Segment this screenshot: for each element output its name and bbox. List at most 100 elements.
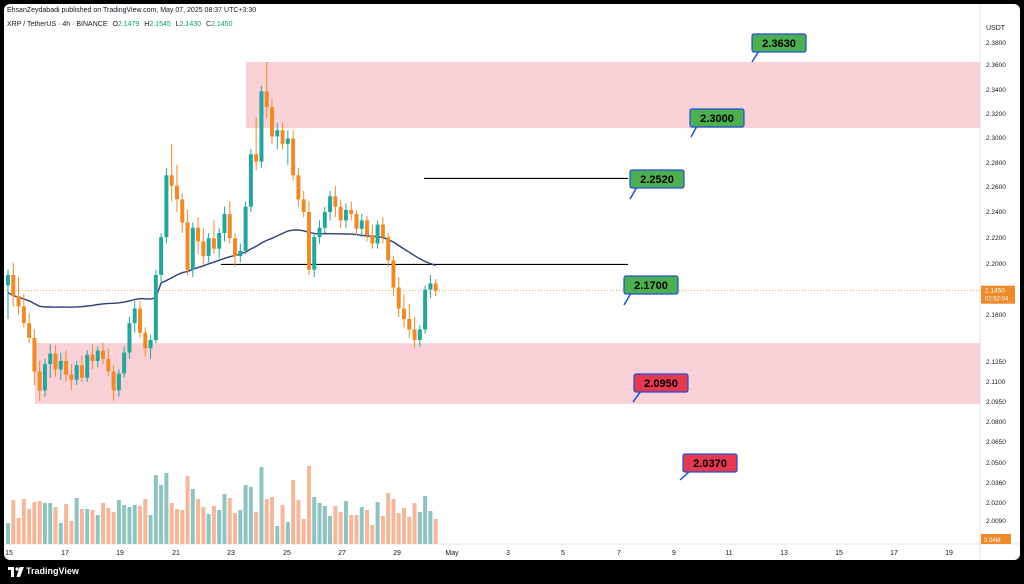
candle-body — [280, 130, 285, 144]
footer-brand[interactable]: TradingView — [26, 566, 79, 576]
y-tick-label: 2.3800 — [986, 40, 1006, 47]
candle-body — [64, 360, 69, 375]
candle-body — [201, 241, 206, 257]
candle-body — [69, 374, 74, 380]
volume-axis-tag — [981, 534, 1011, 544]
y-tick-label: 2.3000 — [986, 135, 1006, 142]
y-tick-label: 2.0800 — [986, 419, 1006, 426]
candle-body — [391, 260, 396, 288]
volume-bar — [227, 498, 232, 544]
volume-bar — [101, 503, 106, 544]
volume-bar — [349, 515, 354, 544]
volume-bar — [359, 507, 364, 544]
volume-bar — [380, 516, 385, 544]
volume-bar — [343, 501, 348, 544]
candle-body — [270, 107, 274, 137]
volume-bar — [333, 506, 338, 544]
level-pointer-2.1700 — [623, 292, 632, 306]
candle-body — [264, 91, 269, 108]
candle-body — [101, 350, 106, 359]
volume-bar — [417, 512, 422, 544]
symbol-legend: XRP / TetherUS · 4h · BINANCE O2.1479 H2… — [7, 21, 232, 28]
candle-body — [159, 237, 164, 275]
volume-bar — [217, 510, 222, 544]
candle-body — [275, 130, 280, 137]
candle-body — [95, 350, 100, 361]
volume-bar — [201, 507, 206, 544]
candle-body — [58, 360, 63, 370]
volume-bar — [291, 480, 296, 544]
currency-label: USDT — [986, 25, 1006, 32]
candle-body — [190, 227, 195, 270]
candle-body — [233, 238, 238, 257]
candle-body — [217, 232, 222, 249]
close-value: 2.1450 — [211, 21, 233, 28]
candle-body — [48, 353, 53, 365]
candle-body — [354, 214, 359, 229]
volume-bar — [270, 497, 274, 544]
candle-body — [153, 274, 158, 340]
tradingview-logo-icon[interactable] — [8, 567, 24, 577]
zone-0 — [246, 62, 980, 129]
candle-body — [169, 175, 174, 186]
y-tick-label: 2.0360 — [986, 480, 1006, 487]
volume-bar — [312, 497, 317, 544]
candle-body — [243, 206, 248, 251]
level-badge-2.0370 — [682, 453, 738, 473]
volume-bar — [159, 485, 164, 544]
candle-body — [16, 295, 21, 307]
current-price-tag — [981, 285, 1015, 304]
level-pointer-2.3000 — [690, 125, 698, 138]
volume-bar — [143, 499, 148, 544]
volume-bar — [42, 503, 47, 544]
symbol-name[interactable]: XRP / TetherUS · 4h · BINANCE — [7, 21, 108, 28]
volume-bar — [428, 511, 433, 544]
y-tick-label: 2.0950 — [986, 399, 1006, 406]
level-label-2.0370: 2.0370 — [693, 458, 727, 470]
candle-body — [296, 175, 301, 200]
volume-bar — [111, 512, 116, 544]
y-tick-label: 2.2200 — [986, 235, 1006, 242]
candle-body — [306, 212, 311, 270]
candle-body — [370, 235, 375, 244]
volume-bar — [169, 503, 174, 544]
open-value: 2.1479 — [117, 21, 140, 28]
price-chart[interactable]: 2.3630 2.3000 2.2520 2.1700 2.0950 2.0370 USDT… — [0, 0, 1024, 560]
y-tick-label: 2.2800 — [986, 160, 1006, 167]
close-label: C — [206, 21, 212, 28]
volume-bar — [32, 502, 37, 544]
candle-body — [349, 209, 354, 215]
candle-body — [396, 287, 401, 309]
x-tick-label: 3 — [506, 550, 510, 557]
candle-body — [365, 220, 370, 236]
y-tick-label: 2.2000 — [986, 261, 1006, 268]
volume-bar — [248, 487, 253, 544]
volume-bar — [354, 515, 359, 544]
publisher-header: EhsanZeydabadi published on TradingView.… — [7, 7, 257, 14]
volume-bar — [391, 499, 396, 544]
candle-body — [79, 365, 84, 378]
candle-body — [11, 274, 16, 296]
volume-bar — [238, 510, 243, 544]
candle-body — [333, 196, 338, 207]
x-tick-label: 27 — [338, 550, 346, 557]
volume-bar — [296, 500, 301, 544]
low-label: L — [175, 21, 180, 28]
level-label-2.2520: 2.2520 — [640, 174, 674, 186]
candle-body — [174, 185, 179, 200]
level-label-2.1700: 2.1700 — [634, 280, 668, 292]
volume-bar — [254, 512, 259, 544]
volume-bar — [16, 518, 21, 544]
low-value: 2.1430 — [179, 21, 202, 28]
y-tick-label: 2.3200 — [986, 111, 1006, 118]
volume-bar — [370, 525, 375, 544]
candle-body — [211, 238, 216, 249]
volume-bar — [206, 514, 211, 544]
candle-body — [312, 237, 317, 270]
level-label-2.0950: 2.0950 — [644, 378, 678, 390]
volume-bar — [116, 500, 121, 544]
candle-body — [37, 371, 42, 391]
candle-body — [222, 214, 227, 233]
volume-bar — [264, 499, 269, 544]
candle-body — [90, 354, 95, 361]
